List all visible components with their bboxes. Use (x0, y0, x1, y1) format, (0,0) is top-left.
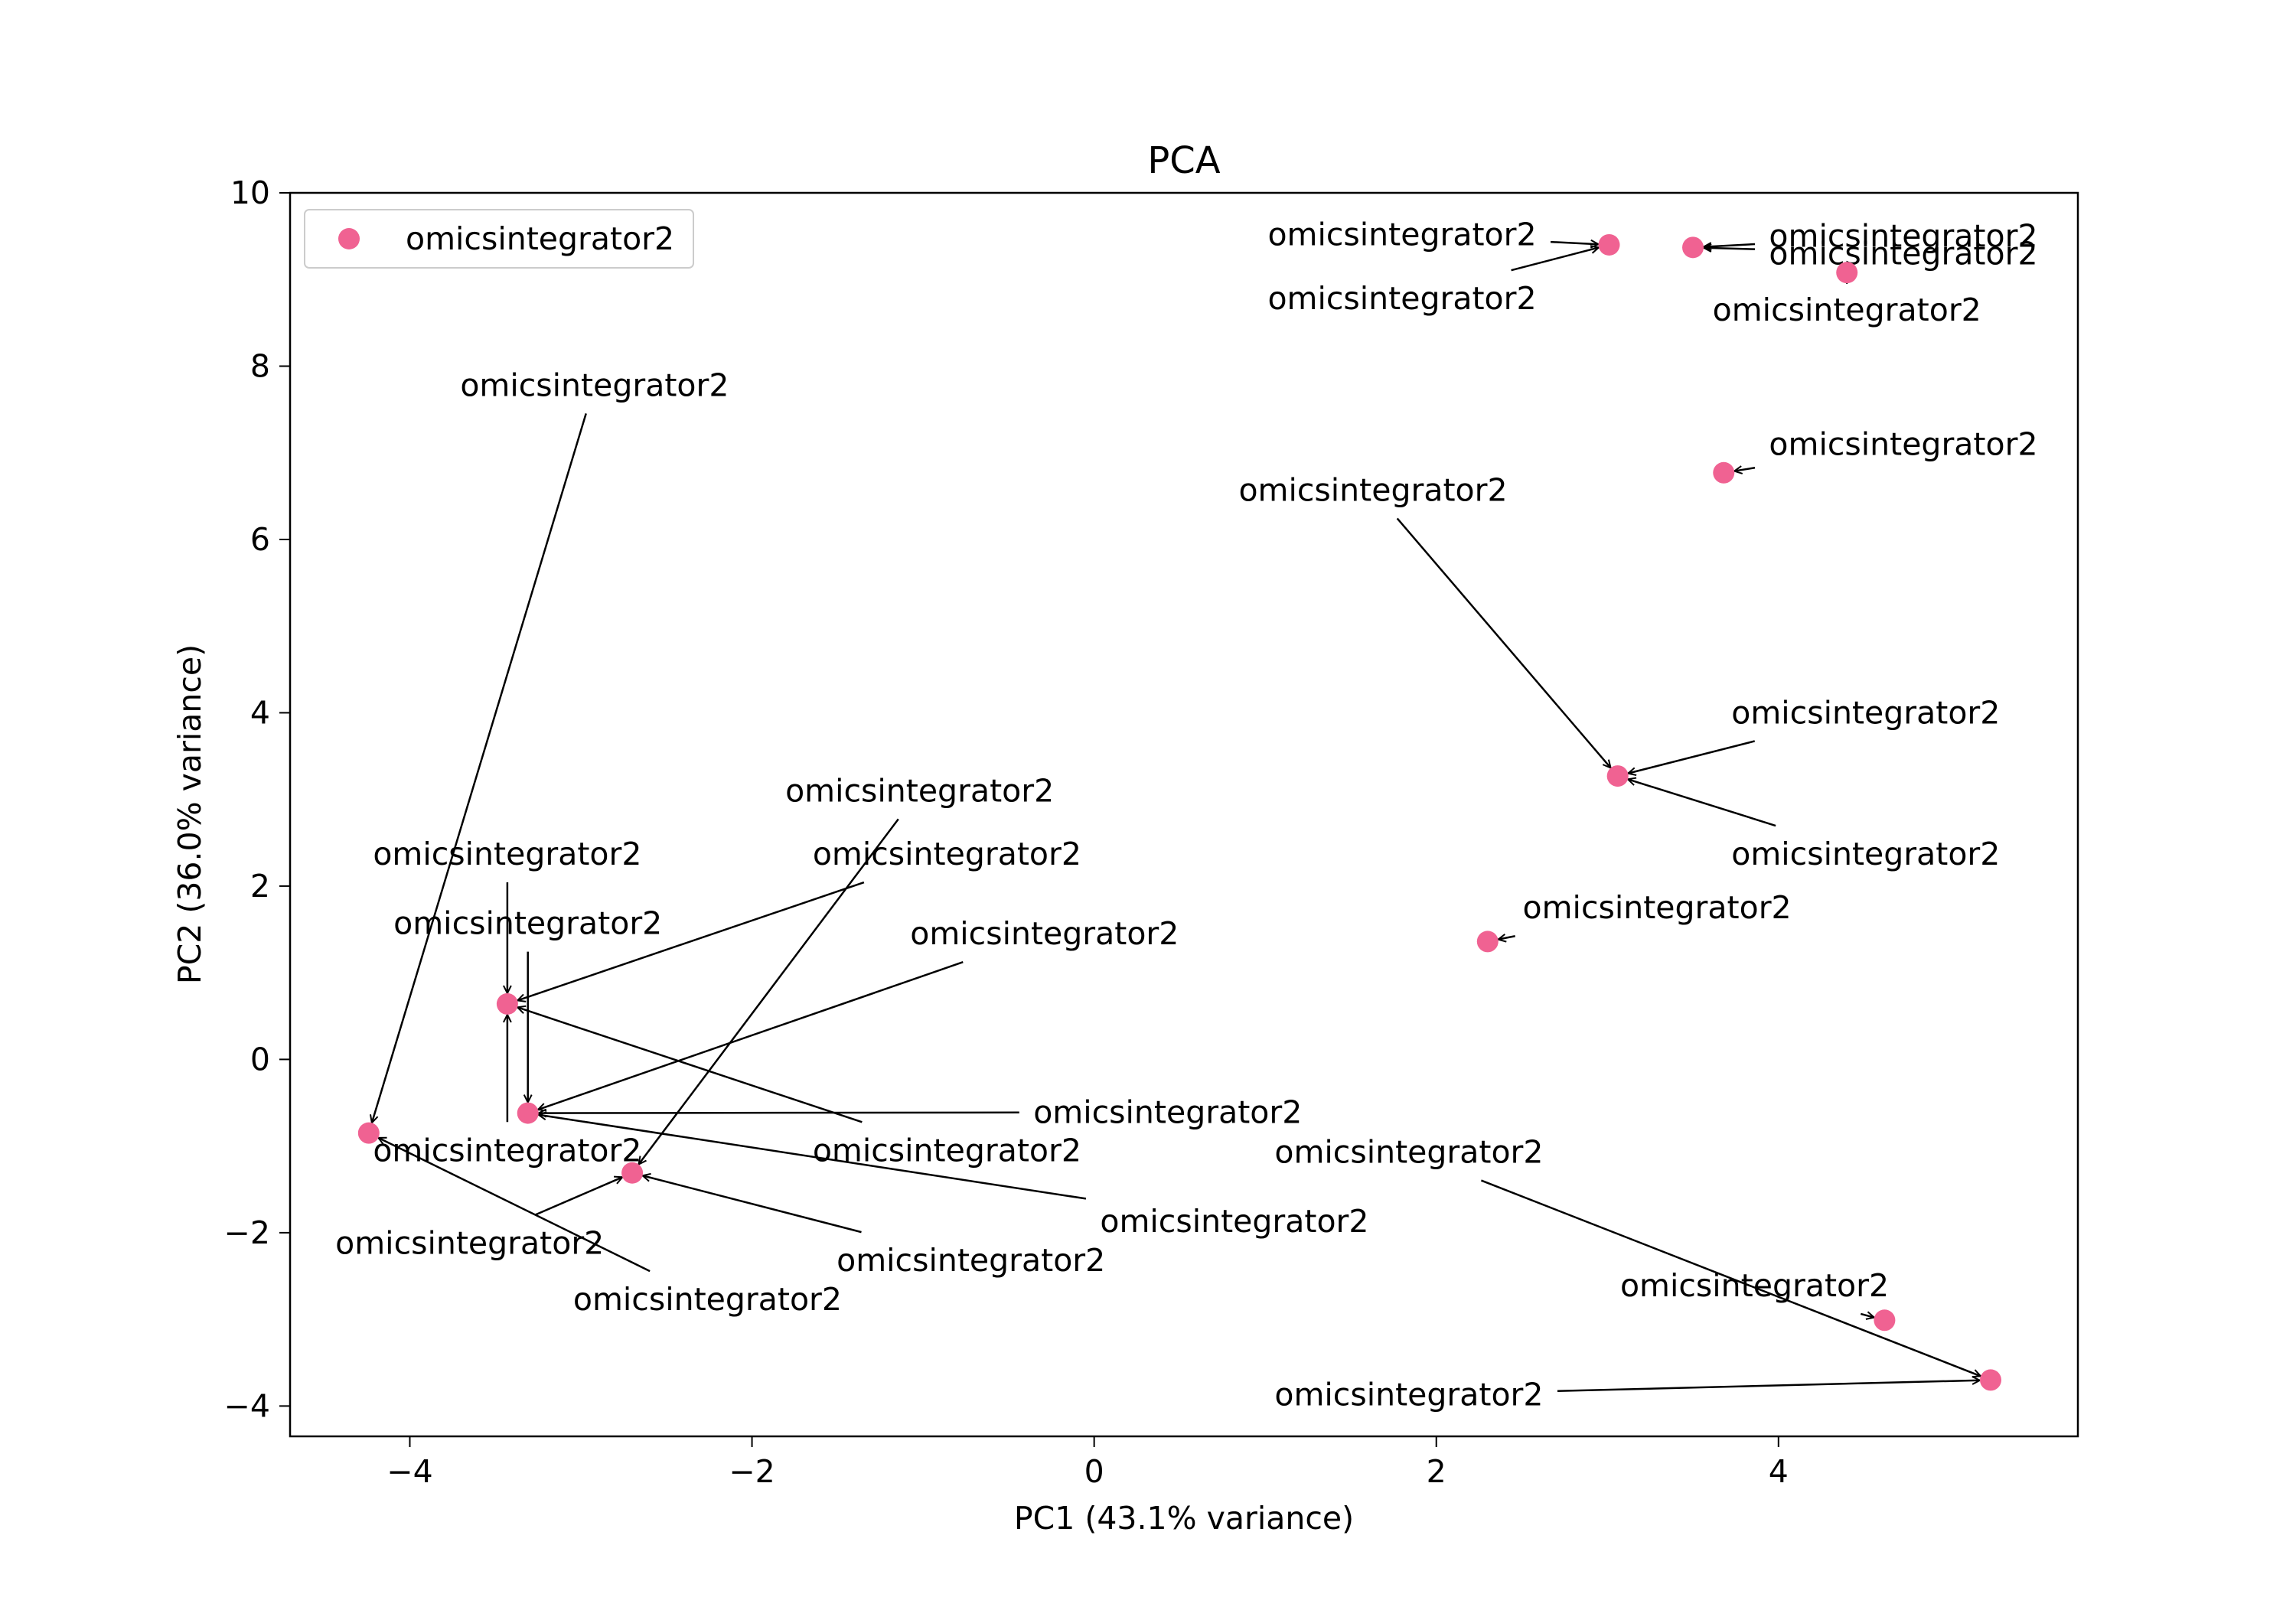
y-tick-label: 0 (250, 1041, 270, 1077)
scatter-point (1874, 1309, 1896, 1332)
y-tick-label: 8 (250, 347, 270, 384)
annotation-label: omicsintegrator2 (1731, 694, 2000, 731)
scatter-point (357, 1122, 380, 1144)
annotation-label: omicsintegrator2 (837, 1242, 1105, 1279)
scatter-point (1606, 765, 1629, 787)
annotation-label: omicsintegrator2 (1769, 235, 2037, 272)
annotation-arrow (1704, 244, 1756, 247)
y-tick-label: 10 (230, 174, 270, 211)
annotation-arrow (517, 1007, 863, 1123)
scatter-point (1682, 236, 1704, 259)
scatter-point (517, 1102, 539, 1124)
y-axis-label: PC2 (36.0% variance) (171, 644, 208, 984)
annotation-label: omicsintegrator2 (393, 905, 662, 942)
annotation-label: omicsintegrator2 (373, 1132, 641, 1169)
scatter-point (1476, 931, 1499, 953)
annotation-label: omicsintegrator2 (813, 836, 1081, 872)
annotation-label: omicsintegrator2 (910, 915, 1179, 952)
annotation-label: omicsintegrator2 (1238, 471, 1507, 508)
annotation-arrow (1860, 1314, 1874, 1318)
y-tick-label: −2 (224, 1214, 270, 1251)
annotation-label: omicsintegrator2 (1100, 1203, 1368, 1240)
annotation-arrow (372, 413, 587, 1123)
x-tick-label: −4 (386, 1453, 432, 1490)
x-tick-label: 0 (1084, 1453, 1104, 1490)
legend: omicsintegrator2 (304, 209, 694, 269)
annotation-label: omicsintegrator2 (573, 1281, 842, 1318)
annotation-label: omicsintegrator2 (1620, 1267, 1889, 1304)
annotation-label: omicsintegrator2 (460, 367, 729, 403)
annotation-arrow (1704, 248, 1756, 249)
annotation-label: omicsintegrator2 (1713, 292, 1981, 328)
y-tick-label: 4 (250, 694, 270, 731)
annotation-label: omicsintegrator2 (785, 772, 1054, 809)
annotation-label: omicsintegrator2 (1769, 218, 2037, 255)
annotation-arrow (538, 961, 964, 1110)
x-tick-label: −2 (729, 1453, 775, 1490)
annotation-arrow (378, 1136, 651, 1273)
scatter-point (496, 993, 518, 1015)
annotation-label: omicsintegrator2 (1033, 1094, 1302, 1130)
scatter-point (1979, 1369, 2001, 1391)
annotation-arrow (1499, 936, 1515, 939)
y-tick-label: −4 (224, 1387, 270, 1424)
annotation-label: omicsintegrator2 (1523, 889, 1792, 926)
annotation-arrow (1480, 1179, 1981, 1377)
annotation-label: omicsintegrator2 (373, 836, 641, 872)
annotation-label: omicsintegrator2 (335, 1224, 604, 1261)
scatter-point (1713, 461, 1735, 484)
annotation-arrow (1557, 1380, 1980, 1392)
x-tick-label: 4 (1769, 1453, 1789, 1490)
annotation-arrow (1628, 779, 1776, 827)
points-layer (357, 233, 2001, 1391)
annotation-arrow (539, 1115, 1087, 1200)
x-axis-label: PC1 (43.1% variance) (1014, 1500, 1354, 1537)
annotation-label: omicsintegrator2 (1769, 425, 2037, 462)
annotation-label: omicsintegrator2 (1274, 1134, 1543, 1171)
scatter-point (1598, 233, 1620, 256)
annotation-arrow (1734, 468, 1756, 471)
legend-label: omicsintegrator2 (406, 220, 674, 257)
annotation-label: omicsintegrator2 (1267, 280, 1536, 317)
annotation-arrow (1550, 242, 1599, 244)
chart-title: PCA (1147, 139, 1220, 182)
annotation-arrow (1628, 740, 1756, 773)
annotation-arrow (638, 818, 899, 1164)
annotation-label: omicsintegrator2 (1731, 836, 2000, 872)
scatter-point (621, 1162, 644, 1184)
legend-marker (338, 228, 360, 249)
y-tick-label: 6 (250, 521, 270, 558)
annotation-layer: omicsintegrator2omicsintegrator2omicsint… (335, 216, 2037, 1413)
annotation-label: omicsintegrator2 (813, 1132, 1081, 1169)
scatter-point (1836, 262, 1858, 284)
x-tick-label: 2 (1427, 1453, 1446, 1490)
annotation-arrow (643, 1175, 862, 1234)
plot-area-frame (289, 191, 2079, 1438)
annotation-arrow (517, 881, 865, 1000)
y-tick-label: 2 (250, 868, 270, 905)
annotation-label: omicsintegrator2 (1267, 216, 1536, 253)
annotation-arrow (1396, 517, 1611, 768)
annotation-label: omicsintegrator2 (1274, 1377, 1543, 1413)
legend-box (304, 209, 694, 269)
ticks-layer: −4 −2 0 2 4 −4 −2 0 2 4 6 8 10 (224, 174, 1789, 1490)
annotation-arrow (1511, 247, 1599, 272)
annotation-arrow (534, 1177, 622, 1216)
